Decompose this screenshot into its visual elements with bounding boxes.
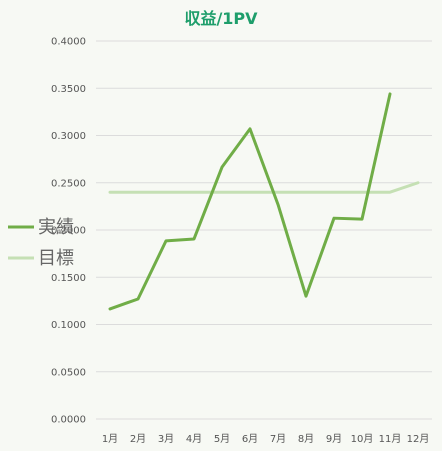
x-tick-label: 1月 (102, 433, 118, 445)
x-tick-label: 7月 (270, 433, 286, 445)
series-line-0 (108, 92, 392, 311)
x-tick-label: 2月 (130, 433, 146, 445)
x-tick-label: 6月 (242, 433, 258, 445)
x-tick-label: 5月 (214, 433, 230, 445)
y-tick-label: 0.0000 (51, 415, 86, 426)
legend-label-1: 目標 (38, 248, 74, 269)
x-tick-label: 11月 (379, 433, 402, 445)
series-lines (108, 92, 420, 311)
chart-title: 収益/1PV (184, 9, 258, 28)
x-tick-label: 9月 (326, 433, 342, 445)
x-tick-label: 12月 (407, 433, 430, 445)
y-tick-label: 0.3500 (51, 84, 86, 95)
y-tick-label: 0.0500 (51, 367, 86, 378)
x-tick-label: 3月 (158, 433, 174, 445)
x-axis-ticks: 1月 2月 3月 4月 5月 6月 7月 8月 9月 10月 11月 12月 (102, 433, 430, 445)
y-tick-label: 0.3000 (51, 131, 86, 142)
y-tick-label: 0.1000 (51, 320, 86, 331)
y-tick-label: 0.4000 (51, 37, 86, 48)
y-axis-ticks: 0.0000 0.0500 0.1000 0.1500 0.2000 0.2500 0.30… (51, 37, 86, 426)
x-tick-label: 4月 (186, 433, 202, 445)
y-tick-label: 0.2500 (51, 178, 86, 189)
legend-label-0: 実績 (38, 217, 74, 238)
x-tick-label: 10月 (351, 433, 374, 445)
y-tick-label: 0.2000 (51, 226, 86, 237)
grid (96, 40, 432, 420)
y-tick-label: 0.1500 (51, 273, 86, 284)
x-tick-label: 8月 (298, 433, 314, 445)
series-line-1 (108, 181, 420, 194)
